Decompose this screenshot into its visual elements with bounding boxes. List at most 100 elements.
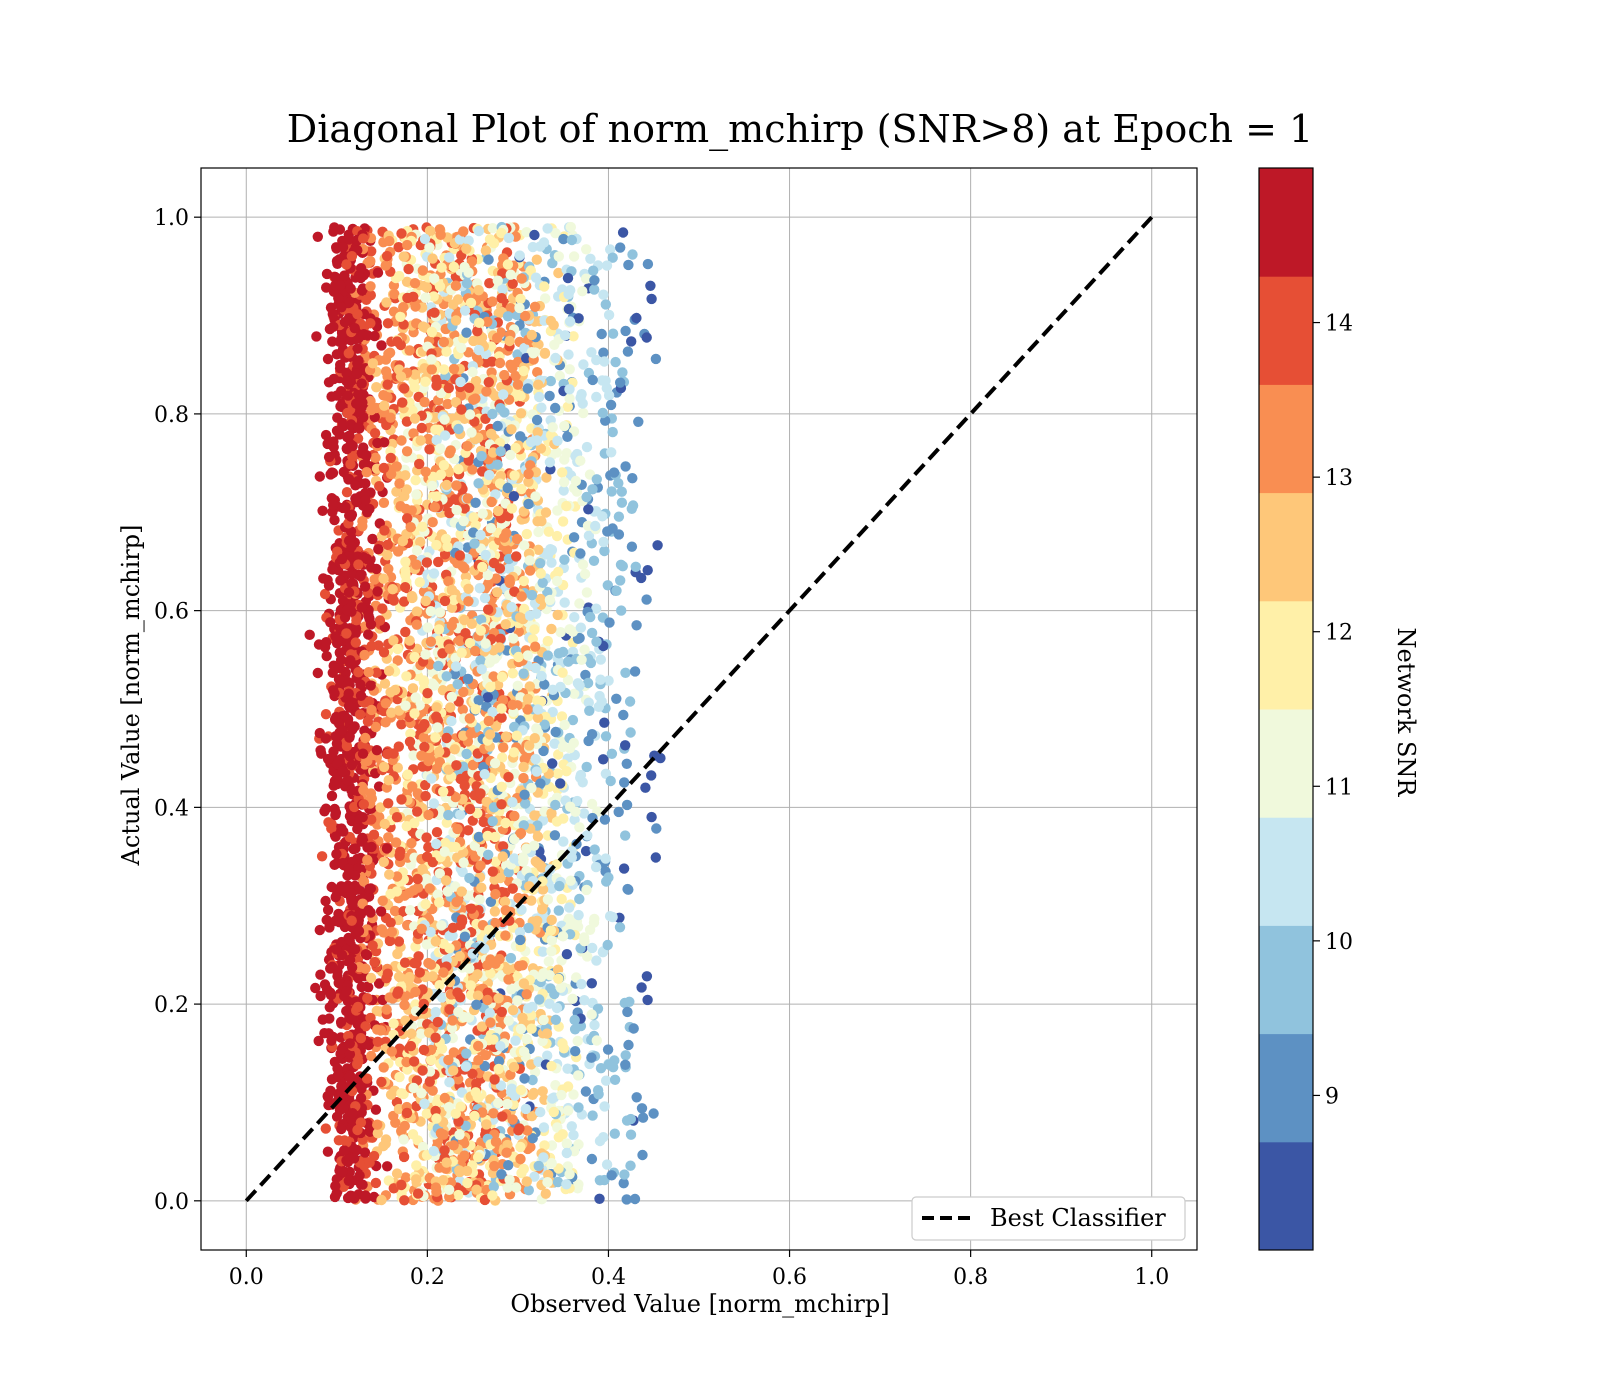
scatter-point bbox=[601, 260, 613, 271]
scatter-point bbox=[482, 994, 493, 1006]
scatter-point bbox=[398, 1134, 409, 1145]
scatter-point bbox=[473, 225, 485, 237]
scatter-point bbox=[352, 309, 363, 320]
scatter-point bbox=[609, 1128, 620, 1139]
scatter-point bbox=[400, 470, 411, 481]
scatter-point bbox=[452, 558, 463, 569]
scatter-point bbox=[485, 1017, 496, 1028]
scatter-point bbox=[521, 227, 532, 238]
scatter-point bbox=[384, 935, 396, 947]
scatter-point bbox=[384, 869, 395, 880]
scatter-point bbox=[551, 816, 563, 827]
scatter-point bbox=[521, 528, 532, 540]
scatter-point bbox=[583, 530, 595, 541]
scatter-point bbox=[480, 638, 491, 649]
scatter-point bbox=[505, 303, 516, 314]
scatter-point bbox=[362, 854, 373, 866]
scatter-point bbox=[562, 1105, 574, 1116]
scatter-point bbox=[537, 904, 548, 915]
scatter-point bbox=[507, 1005, 519, 1016]
scatter-point bbox=[616, 497, 628, 508]
scatter-point bbox=[637, 1112, 649, 1123]
scatter-point bbox=[470, 375, 482, 387]
scatter-point bbox=[385, 412, 396, 423]
scatter-point bbox=[587, 374, 598, 386]
scatter-point bbox=[396, 435, 407, 446]
scatter-point bbox=[431, 1113, 442, 1124]
scatter-point bbox=[470, 497, 481, 508]
scatter-point bbox=[515, 828, 527, 839]
scatter-point bbox=[407, 592, 418, 604]
scatter-point bbox=[515, 431, 526, 442]
scatter-point bbox=[552, 609, 563, 621]
scatter-point bbox=[459, 1150, 470, 1161]
scatter-point bbox=[391, 812, 403, 823]
scatter-point bbox=[379, 678, 391, 689]
scatter-point bbox=[443, 576, 454, 587]
scatter-point bbox=[421, 851, 433, 862]
scatter-point bbox=[510, 370, 521, 382]
scatter-point bbox=[341, 740, 353, 752]
scatter-point bbox=[556, 711, 568, 722]
scatter-point bbox=[471, 999, 482, 1010]
scatter-point bbox=[527, 1074, 538, 1086]
scatter-point bbox=[378, 647, 390, 658]
scatter-point bbox=[392, 655, 403, 666]
scatter-point bbox=[511, 551, 522, 562]
scatter-point bbox=[461, 1048, 472, 1059]
scatter-point bbox=[482, 316, 493, 327]
scatter-point bbox=[550, 799, 561, 811]
scatter-point bbox=[458, 226, 469, 237]
scatter-point bbox=[573, 1102, 584, 1113]
scatter-point bbox=[439, 1145, 450, 1156]
scatter-point bbox=[589, 284, 600, 295]
scatter-point bbox=[506, 503, 518, 514]
scatter-point bbox=[415, 435, 426, 446]
scatter-point bbox=[331, 390, 343, 401]
scatter-point bbox=[420, 649, 431, 660]
scatter-point bbox=[595, 654, 606, 665]
scatter-point bbox=[606, 748, 618, 759]
scatter-point bbox=[590, 506, 602, 517]
scatter-point bbox=[400, 582, 411, 593]
scatter-point bbox=[506, 984, 517, 995]
scatter-point bbox=[579, 644, 590, 655]
scatter-point bbox=[383, 798, 394, 809]
scatter-point bbox=[382, 539, 393, 550]
scatter-point bbox=[473, 478, 484, 489]
scatter-point bbox=[479, 592, 491, 604]
scatter-point bbox=[382, 1161, 393, 1172]
scatter-point bbox=[388, 1018, 399, 1029]
scatter-point bbox=[431, 1186, 442, 1197]
scatter-point bbox=[314, 924, 325, 936]
scatter-point bbox=[395, 311, 406, 322]
scatter-point bbox=[595, 1063, 607, 1074]
scatter-point bbox=[393, 986, 404, 997]
scatter-point bbox=[622, 1006, 633, 1018]
scatter-point bbox=[535, 778, 546, 789]
scatter-point bbox=[362, 842, 373, 853]
scatter-point bbox=[487, 816, 498, 827]
scatter-point bbox=[519, 1073, 530, 1084]
scatter-point bbox=[327, 309, 338, 320]
scatter-point bbox=[436, 262, 447, 273]
scatter-point bbox=[415, 1028, 427, 1040]
scatter-point bbox=[483, 849, 494, 860]
scatter-point bbox=[450, 280, 462, 291]
scatter-point bbox=[591, 603, 602, 614]
scatter-point bbox=[619, 777, 630, 788]
scatter-point bbox=[421, 282, 432, 293]
scatter-point bbox=[453, 1006, 464, 1018]
scatter-point bbox=[446, 584, 458, 596]
scatter-point bbox=[514, 612, 526, 623]
scatter-point bbox=[563, 303, 575, 315]
scatter-point bbox=[431, 539, 442, 551]
scatter-point bbox=[515, 1141, 526, 1153]
scatter-point bbox=[526, 1110, 538, 1122]
scatter-point bbox=[418, 732, 429, 743]
scatter-point bbox=[569, 688, 580, 699]
scatter-point bbox=[615, 242, 626, 253]
scatter-point bbox=[553, 566, 564, 578]
scatter-point bbox=[427, 253, 438, 264]
scatter-point bbox=[552, 768, 563, 779]
